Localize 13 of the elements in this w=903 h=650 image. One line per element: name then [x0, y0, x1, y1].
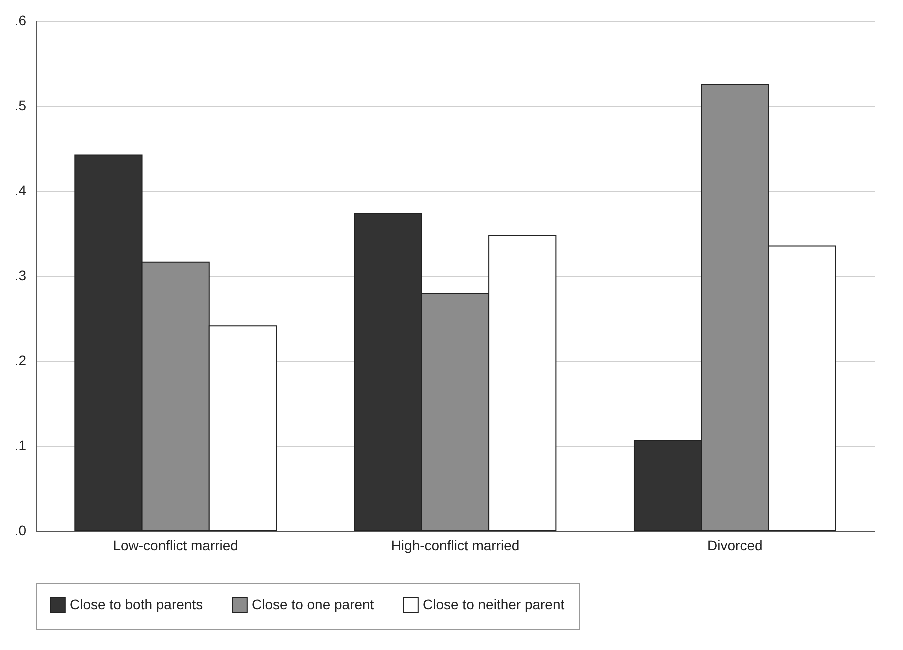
y-tick-label: .6 — [14, 12, 27, 28]
x-tick-label: Divorced — [708, 538, 763, 554]
y-tick-label: .4 — [14, 182, 27, 198]
y-tick-label: .1 — [14, 438, 27, 454]
legend-label: Close to neither parent — [423, 596, 565, 612]
x-tick-label: High-conflict married — [391, 538, 520, 554]
x-tick-label: Low-conflict married — [113, 538, 238, 554]
legend-label: Close to both parents — [70, 596, 204, 612]
y-tick-label: .5 — [14, 98, 27, 114]
legend-label: Close to one parent — [252, 596, 374, 612]
y-tick-label: .3 — [14, 268, 27, 284]
y-tick-label: .0 — [14, 522, 27, 538]
y-tick-label: .2 — [14, 352, 27, 368]
